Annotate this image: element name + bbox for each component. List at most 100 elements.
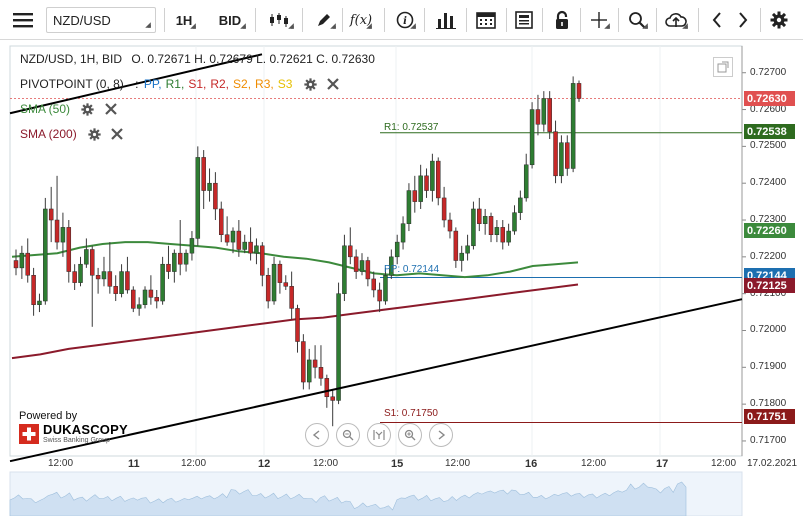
candle-body xyxy=(306,359,312,383)
price-tick-label: 0.72200 xyxy=(750,250,787,262)
sma200-label: SMA (200) xyxy=(20,127,77,141)
candle-body xyxy=(254,245,259,254)
candle-body xyxy=(565,142,570,169)
time-tick-label: 12:00 xyxy=(181,458,207,469)
price-tick-label: 0.71900 xyxy=(750,361,787,373)
candle-body xyxy=(260,245,265,276)
trendline-resistance[interactable] xyxy=(9,53,263,115)
gear-icon[interactable] xyxy=(81,103,95,117)
toolbar: NZD/USD 1H BID f(x) i xyxy=(0,0,803,40)
candle-body xyxy=(418,175,423,202)
gear-icon[interactable] xyxy=(88,128,102,142)
gear-icon[interactable] xyxy=(304,78,318,92)
close-icon[interactable] xyxy=(104,103,119,117)
candle-body xyxy=(377,289,382,302)
price-tick-label: 0.72100 xyxy=(750,287,787,299)
candle-body xyxy=(471,208,476,247)
candles-icon[interactable] xyxy=(262,7,298,33)
candle-body xyxy=(119,271,124,294)
zoom-in-button[interactable] xyxy=(398,423,422,447)
price-chart[interactable] xyxy=(0,40,803,516)
pivot-item-label: S1, xyxy=(188,77,207,91)
candle-body xyxy=(312,359,318,368)
sma50-line xyxy=(11,241,579,279)
price-tick-label: 0.72700 xyxy=(750,66,787,78)
candle-body xyxy=(95,275,101,280)
cloud-upload-icon[interactable] xyxy=(660,7,692,33)
time-tick-label: 17.02.2021 xyxy=(747,458,798,469)
overview-area xyxy=(9,481,687,516)
candle-body xyxy=(277,263,283,283)
candle-body xyxy=(353,256,359,272)
price-tick-label: 0.72000 xyxy=(750,324,787,336)
info-icon[interactable]: i xyxy=(390,7,420,33)
time-tick-label: 12 xyxy=(258,458,271,470)
lock-icon[interactable] xyxy=(548,7,576,33)
candle-body xyxy=(131,289,136,309)
fit-button[interactable] xyxy=(367,423,391,447)
candle-body xyxy=(400,223,406,243)
candle-body xyxy=(248,241,253,254)
candle-body xyxy=(553,131,558,177)
candle-body xyxy=(523,164,529,199)
candle-body xyxy=(177,252,183,265)
candle-body xyxy=(289,286,294,309)
plot-frame xyxy=(9,45,743,457)
zoom-icon[interactable] xyxy=(622,7,652,33)
sma50-legend: SMA (50) xyxy=(20,102,119,117)
svg-text:i: i xyxy=(403,16,407,27)
close-icon[interactable] xyxy=(111,128,125,142)
candle-body xyxy=(383,275,388,302)
candle-body xyxy=(535,109,541,125)
sma200-line xyxy=(11,283,579,360)
symbol-selector[interactable]: NZD/USD xyxy=(46,7,156,33)
candle-body xyxy=(406,190,412,224)
close-icon[interactable] xyxy=(327,78,341,92)
candle-body xyxy=(19,252,25,269)
calendar-icon[interactable] xyxy=(472,7,500,33)
chevron-right-icon[interactable] xyxy=(732,7,754,33)
zoom-out-button[interactable] xyxy=(336,423,360,447)
trendline-support[interactable] xyxy=(9,298,743,463)
candle-body xyxy=(125,271,130,291)
price-tick-label: 0.72300 xyxy=(750,214,787,226)
candle-body xyxy=(324,378,330,398)
candle-body xyxy=(271,263,277,302)
gear-icon[interactable] xyxy=(766,7,792,33)
chart-area[interactable]: NZD/USD, 1H, BID O. 0.72671 H. 0.72679 L… xyxy=(0,40,803,516)
time-tick-label: 12:00 xyxy=(313,458,339,469)
pivot-item-label: R3, xyxy=(255,77,274,91)
instrument-legend: NZD/USD, 1H, BID O. 0.72671 H. 0.72679 L… xyxy=(20,52,375,66)
candle-body xyxy=(89,249,95,276)
candle-body xyxy=(424,175,429,191)
pencil-icon[interactable] xyxy=(308,7,340,33)
price-tag: 0.72260 xyxy=(744,223,795,238)
time-axis[interactable]: 12:00 11 12:00 12 12:00 15 12:00 16 12:00 17 12:00… xyxy=(0,458,803,472)
candle-body xyxy=(101,271,107,280)
candle-body xyxy=(219,208,224,235)
candle-body xyxy=(265,275,271,302)
crosshair-icon[interactable] xyxy=(584,7,614,33)
candle-body xyxy=(441,197,447,221)
candle-body xyxy=(154,297,159,302)
timeframe-selector[interactable]: 1H xyxy=(168,7,200,33)
news-icon[interactable] xyxy=(510,7,538,33)
price-side-selector[interactable]: BID xyxy=(210,7,250,33)
scroll-right-button[interactable] xyxy=(429,423,453,447)
indicators-button[interactable]: f(x) xyxy=(346,7,376,33)
pivot-legend: PIVOTPOINT (0, 8) : PP, R1, S1, R2, S2, R3, S3 xyxy=(20,77,341,92)
candle-body xyxy=(78,263,83,283)
dukascopy-logo: DUKASCOPY Swiss Banking Group xyxy=(19,423,128,445)
hamburger-icon[interactable] xyxy=(10,7,36,33)
candle-body xyxy=(195,157,201,239)
price-tick-label: 0.72600 xyxy=(750,103,787,115)
price-tick-label: 0.72400 xyxy=(750,177,787,189)
pivot-item-label: S2, xyxy=(233,77,252,91)
scroll-left-button[interactable] xyxy=(305,423,329,447)
candle-body xyxy=(459,252,464,261)
candle-body xyxy=(236,230,242,250)
candle-body xyxy=(576,83,582,99)
bar-chart-icon[interactable] xyxy=(432,7,460,33)
chevron-left-icon[interactable] xyxy=(706,7,728,33)
popout-icon[interactable] xyxy=(713,57,733,77)
